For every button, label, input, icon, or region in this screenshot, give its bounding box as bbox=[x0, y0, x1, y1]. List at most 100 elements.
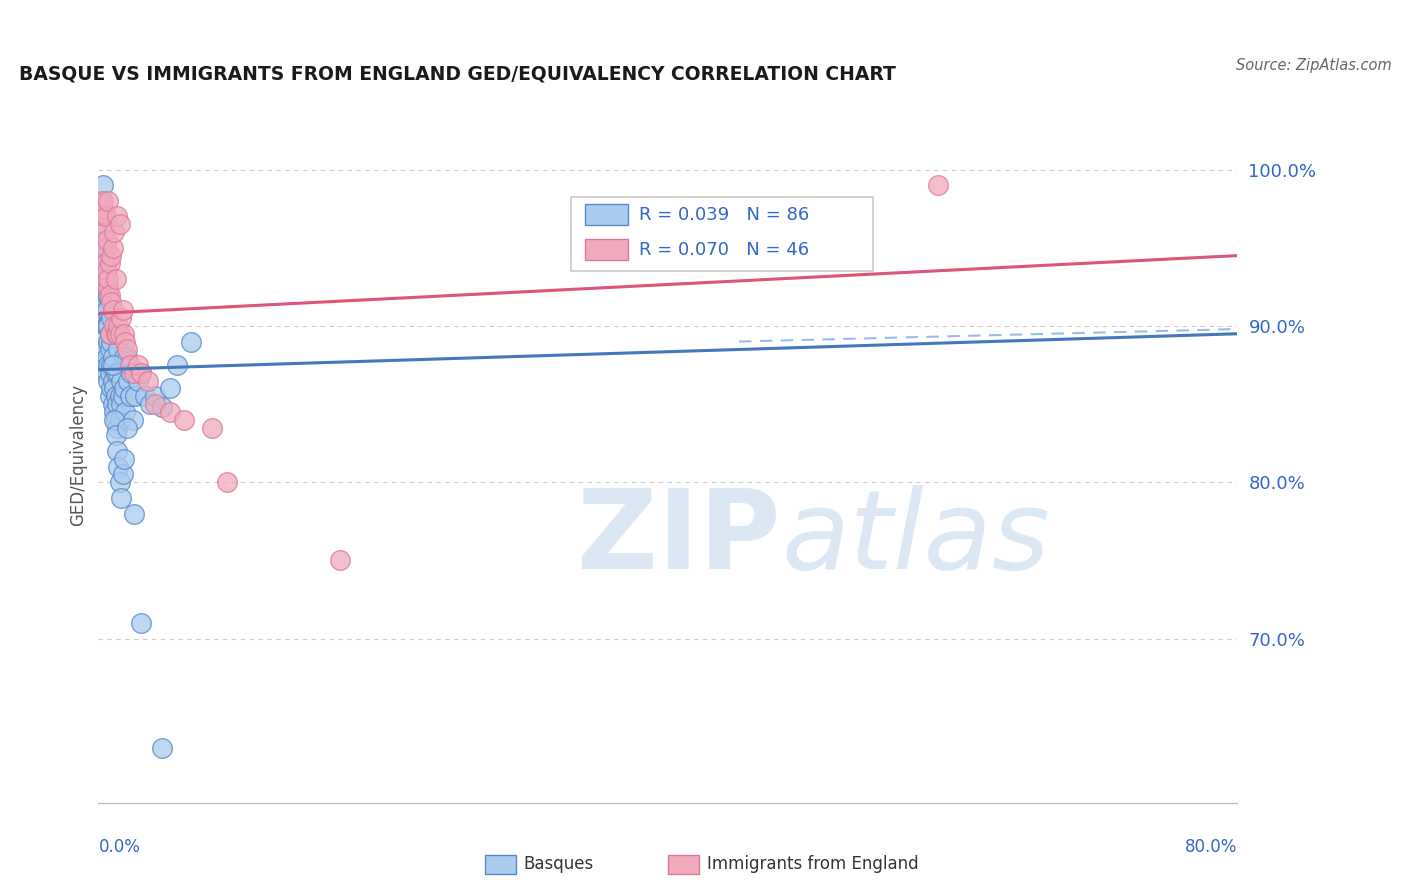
Point bbox=[91, 241, 114, 255]
Point bbox=[98, 343, 121, 357]
Point bbox=[93, 303, 115, 318]
Point bbox=[104, 428, 127, 442]
Point bbox=[98, 326, 121, 341]
Point bbox=[110, 311, 132, 326]
Point bbox=[107, 318, 129, 333]
Point bbox=[96, 287, 118, 301]
Point bbox=[96, 233, 118, 247]
Point bbox=[115, 343, 138, 357]
Point bbox=[201, 420, 224, 434]
Point bbox=[97, 194, 120, 208]
Point bbox=[152, 741, 174, 756]
Point bbox=[121, 413, 143, 427]
Point bbox=[173, 413, 195, 427]
Point bbox=[108, 389, 131, 403]
Point bbox=[98, 256, 121, 270]
Point bbox=[117, 374, 139, 388]
Point bbox=[101, 303, 124, 318]
Point bbox=[105, 210, 128, 224]
Point bbox=[145, 397, 167, 411]
Point bbox=[96, 280, 118, 294]
Point bbox=[90, 194, 112, 208]
Point bbox=[120, 366, 142, 380]
Point bbox=[104, 326, 127, 341]
Point bbox=[94, 241, 117, 255]
Point bbox=[91, 194, 114, 208]
Point bbox=[111, 303, 134, 318]
Point bbox=[93, 210, 115, 224]
Point bbox=[93, 272, 115, 286]
Point bbox=[108, 475, 131, 490]
Text: Basques: Basques bbox=[523, 855, 593, 873]
Text: BASQUE VS IMMIGRANTS FROM ENGLAND GED/EQUIVALENCY CORRELATION CHART: BASQUE VS IMMIGRANTS FROM ENGLAND GED/EQ… bbox=[18, 64, 896, 83]
Point bbox=[100, 295, 122, 310]
Point bbox=[111, 467, 134, 482]
Point bbox=[112, 326, 135, 341]
Point bbox=[94, 210, 117, 224]
Point bbox=[93, 217, 115, 231]
Point bbox=[152, 401, 174, 415]
Point bbox=[101, 374, 124, 388]
Point bbox=[110, 374, 132, 388]
Point bbox=[134, 389, 156, 403]
Point bbox=[115, 420, 138, 434]
Bar bbox=[585, 239, 628, 260]
Text: R = 0.039   N = 86: R = 0.039 N = 86 bbox=[640, 206, 810, 224]
Point bbox=[159, 405, 181, 419]
Point bbox=[215, 475, 238, 490]
Point bbox=[115, 350, 138, 364]
Point bbox=[100, 249, 122, 263]
Point bbox=[145, 389, 167, 403]
Point bbox=[112, 382, 135, 396]
Point bbox=[103, 405, 125, 419]
Point bbox=[114, 334, 136, 349]
Point bbox=[107, 343, 129, 357]
Point bbox=[138, 397, 160, 411]
Point bbox=[93, 225, 115, 239]
Point bbox=[108, 217, 131, 231]
Point bbox=[118, 358, 141, 372]
Point bbox=[90, 287, 112, 301]
Point bbox=[104, 272, 127, 286]
Point bbox=[97, 272, 120, 286]
Point bbox=[100, 358, 122, 372]
Point bbox=[91, 256, 114, 270]
Point bbox=[101, 358, 124, 372]
Point bbox=[101, 241, 124, 255]
Point bbox=[104, 389, 127, 403]
Point bbox=[107, 366, 129, 380]
Point bbox=[159, 382, 181, 396]
Point bbox=[104, 366, 127, 380]
Point bbox=[100, 334, 122, 349]
Point bbox=[127, 374, 149, 388]
Point bbox=[91, 178, 114, 193]
Point bbox=[96, 303, 118, 318]
Point bbox=[108, 413, 131, 427]
Point bbox=[118, 389, 141, 403]
Point bbox=[98, 326, 121, 341]
Point bbox=[103, 318, 125, 333]
Point bbox=[96, 303, 118, 318]
Point bbox=[329, 553, 352, 567]
Point bbox=[127, 358, 149, 372]
Point bbox=[105, 444, 128, 458]
Point bbox=[96, 350, 118, 364]
Text: 0.0%: 0.0% bbox=[98, 838, 141, 855]
Point bbox=[96, 264, 118, 278]
Point bbox=[97, 280, 120, 294]
Text: 80.0%: 80.0% bbox=[1185, 838, 1237, 855]
Point bbox=[90, 210, 112, 224]
Point bbox=[122, 507, 145, 521]
Point bbox=[98, 326, 121, 341]
Text: R = 0.070   N = 46: R = 0.070 N = 46 bbox=[640, 241, 810, 259]
Point bbox=[94, 343, 117, 357]
Point bbox=[101, 350, 124, 364]
Point bbox=[124, 389, 146, 403]
Point bbox=[91, 225, 114, 239]
Point bbox=[101, 397, 124, 411]
Point bbox=[96, 318, 118, 333]
Point bbox=[98, 366, 121, 380]
FancyBboxPatch shape bbox=[571, 197, 873, 270]
Point bbox=[90, 326, 112, 341]
Point bbox=[105, 397, 128, 411]
